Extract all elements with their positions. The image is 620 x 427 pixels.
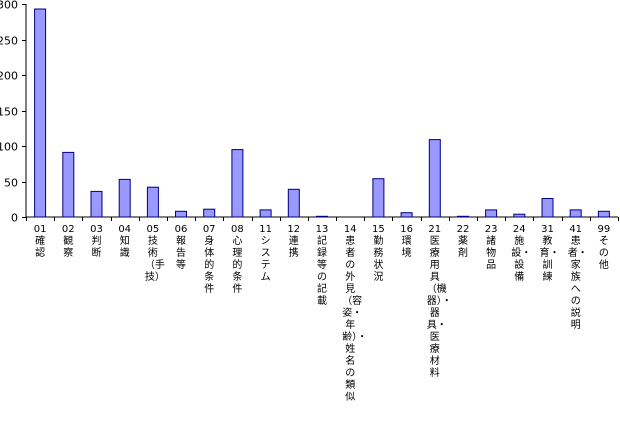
bar bbox=[146, 186, 159, 218]
category-label: 22薬剤 bbox=[456, 224, 470, 259]
category-label: 31教育・訓練 bbox=[539, 224, 560, 283]
category-label: 14患者の外見（容姿・年齢）・姓名の類似 bbox=[342, 224, 368, 403]
y-tick-label: 100 bbox=[0, 141, 18, 154]
bar bbox=[287, 188, 300, 218]
category-label: 12連携 bbox=[287, 224, 301, 259]
category-label: 13記録等の記載 bbox=[315, 224, 329, 307]
bar bbox=[316, 215, 328, 218]
bar bbox=[259, 209, 272, 218]
category-label: 11システム bbox=[259, 224, 272, 283]
y-tick-label: 0 bbox=[11, 212, 18, 225]
y-tick-label: 150 bbox=[0, 106, 18, 119]
category-label: 24施設・設備 bbox=[511, 224, 532, 283]
y-tick-label: 250 bbox=[0, 35, 18, 48]
bar bbox=[428, 139, 441, 218]
bar bbox=[231, 149, 244, 218]
y-tick-label: 50 bbox=[4, 177, 18, 190]
y-tick-label: 200 bbox=[0, 70, 18, 83]
category-label: 06報告等 bbox=[174, 224, 188, 271]
bar bbox=[513, 213, 526, 218]
bar bbox=[541, 198, 554, 218]
category-label: 16環境 bbox=[400, 224, 413, 259]
bar bbox=[372, 178, 385, 218]
category-label: 07身体的条件 bbox=[202, 224, 216, 295]
category-label: 15勤務状況 bbox=[372, 224, 385, 283]
category-label: 03判断 bbox=[90, 224, 103, 259]
bar bbox=[569, 209, 582, 218]
category-label: 05技術（手技） bbox=[144, 224, 165, 283]
bar bbox=[457, 215, 469, 218]
bar bbox=[485, 209, 498, 218]
category-label: 41患者・家族への説明 bbox=[567, 224, 588, 331]
bar bbox=[597, 210, 610, 218]
bar bbox=[118, 178, 131, 218]
category-label: 23諸物品 bbox=[484, 224, 498, 271]
bar bbox=[90, 190, 103, 218]
category-label: 08心理的条件 bbox=[231, 224, 244, 295]
bar bbox=[34, 8, 47, 218]
bar bbox=[175, 210, 187, 218]
bar bbox=[400, 212, 413, 218]
category-label: 21医療用具（機器）・器具・医療材料 bbox=[426, 224, 452, 379]
y-tick-label: 300 bbox=[0, 0, 18, 12]
category-label: 04知識 bbox=[118, 224, 132, 259]
category-label: 02観察 bbox=[61, 224, 75, 259]
bar bbox=[203, 208, 216, 218]
bar bbox=[62, 151, 75, 218]
category-label: 99その他 bbox=[597, 224, 611, 271]
category-label: 01確認 bbox=[33, 224, 47, 259]
